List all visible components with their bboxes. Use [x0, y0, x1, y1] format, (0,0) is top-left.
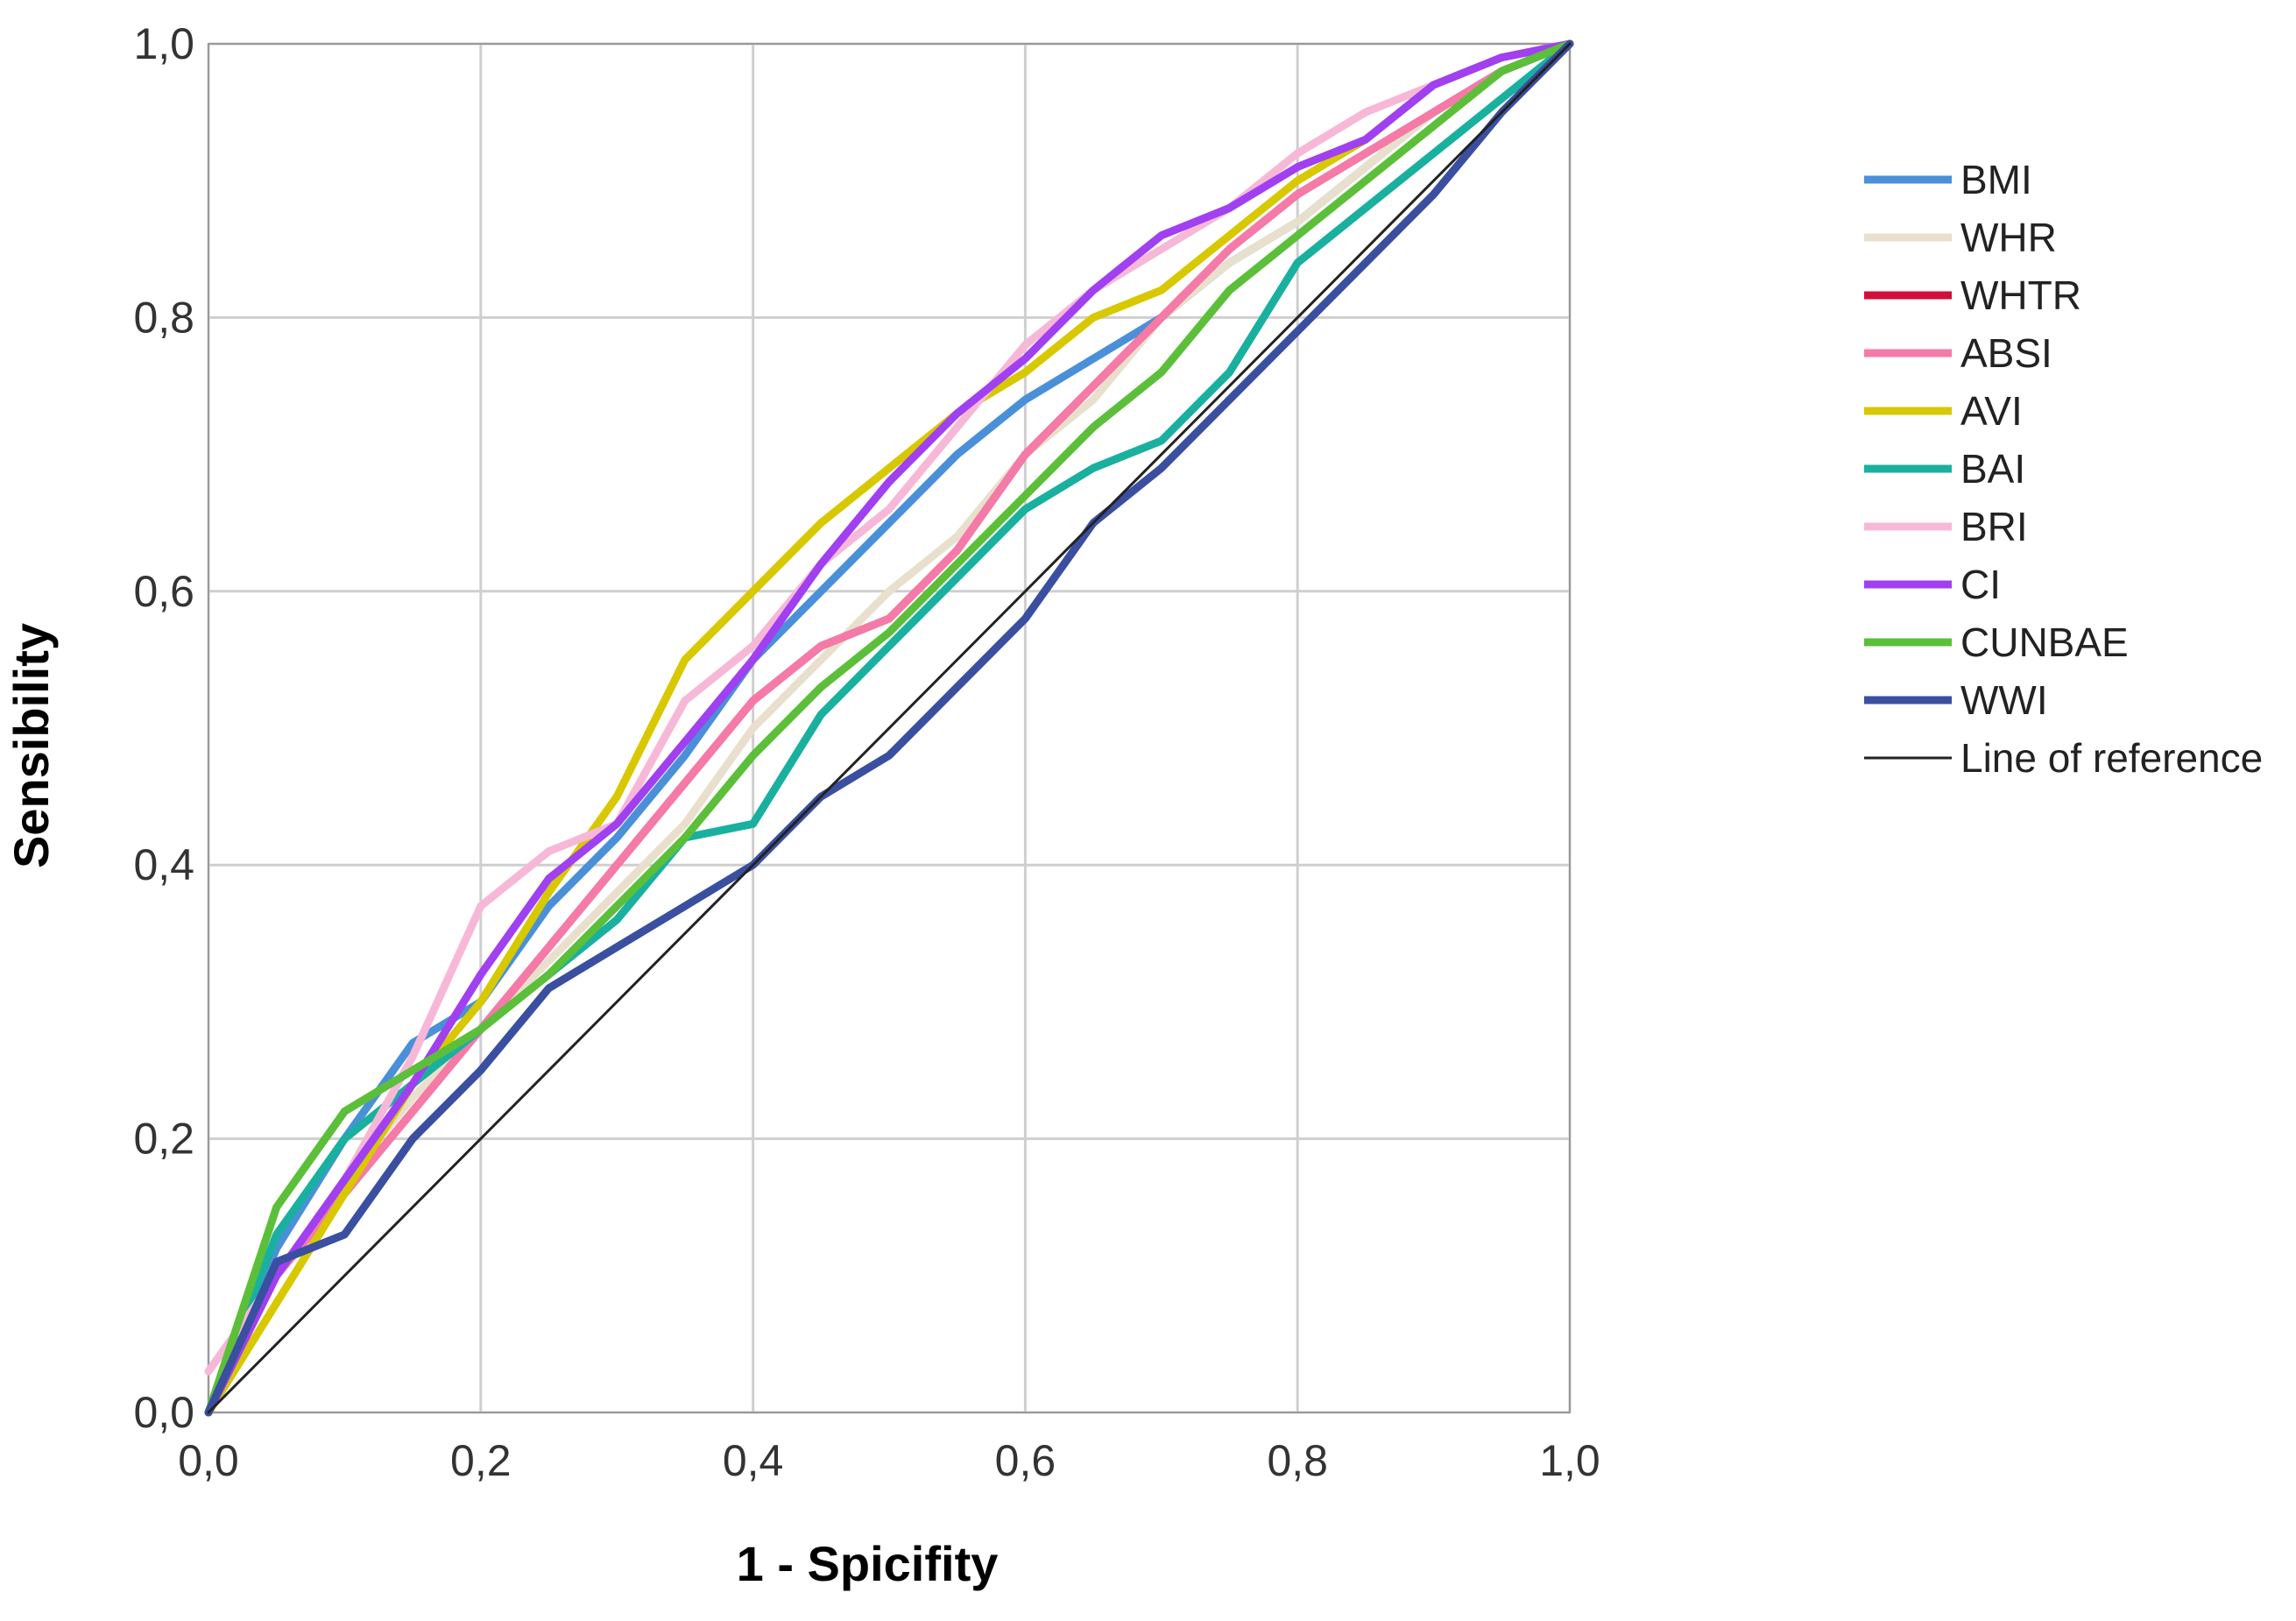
series-line-bai — [204, 39, 1574, 1417]
series-line-cunbae — [204, 39, 1574, 1417]
legend-label-line-of-reference: Line of reference — [1960, 735, 2263, 781]
series-line-line-of-reference — [207, 42, 1572, 1414]
y-axis-title: Sensibility — [4, 623, 59, 868]
series-line-absi — [204, 39, 1574, 1417]
y-tick-label: 0,8 — [133, 293, 194, 342]
y-tick-label: 0,0 — [133, 1388, 194, 1437]
tick-labels: 0,0 0,2 0,4 0,6 0,8 1,0 0,0 0,2 0,4 0,6 0,8 1,0 — [133, 19, 1600, 1485]
legend-label-wwi: WWI — [1960, 677, 2048, 723]
x-tick-label: 0,4 — [723, 1436, 784, 1485]
x-tick-label: 0,2 — [450, 1436, 512, 1485]
y-tick-label: 1,0 — [133, 19, 194, 68]
series-line-bri — [204, 39, 1574, 1376]
legend-label-whtr: WHTR — [1960, 273, 2081, 318]
y-tick-label: 0,4 — [133, 840, 194, 889]
series-line-ci — [204, 39, 1574, 1417]
series-lines — [204, 39, 1574, 1417]
x-tick-label: 1,0 — [1539, 1436, 1600, 1485]
series-line-wwi — [204, 39, 1574, 1417]
x-tick-label: 0,6 — [995, 1436, 1056, 1485]
x-tick-label: 0,0 — [178, 1436, 239, 1485]
plot-area-frame — [208, 43, 1571, 1413]
y-tick-label: 0,2 — [133, 1115, 194, 1164]
legend-label-avi: AVI — [1960, 388, 2023, 434]
legend-label-whr: WHR — [1960, 215, 2057, 260]
legend-label-bri: BRI — [1960, 504, 2028, 549]
legend-label-cunbae: CUNBAE — [1960, 619, 2129, 665]
legend-label-bmi: BMI — [1960, 157, 2032, 202]
legend: BMI WHR WHTR ABSI AVI BAI BRI CI CUNBAE WWI Line o… — [1864, 157, 2263, 781]
series-line-whr — [204, 39, 1574, 1417]
legend-label-absi: ABSI — [1960, 330, 2052, 376]
legend-label-bai: BAI — [1960, 446, 2025, 492]
x-tick-label: 0,8 — [1267, 1436, 1328, 1485]
legend-label-ci: CI — [1960, 562, 2001, 607]
y-tick-label: 0,6 — [133, 567, 194, 616]
x-axis-title: 1 - Spicifity — [737, 1536, 999, 1591]
